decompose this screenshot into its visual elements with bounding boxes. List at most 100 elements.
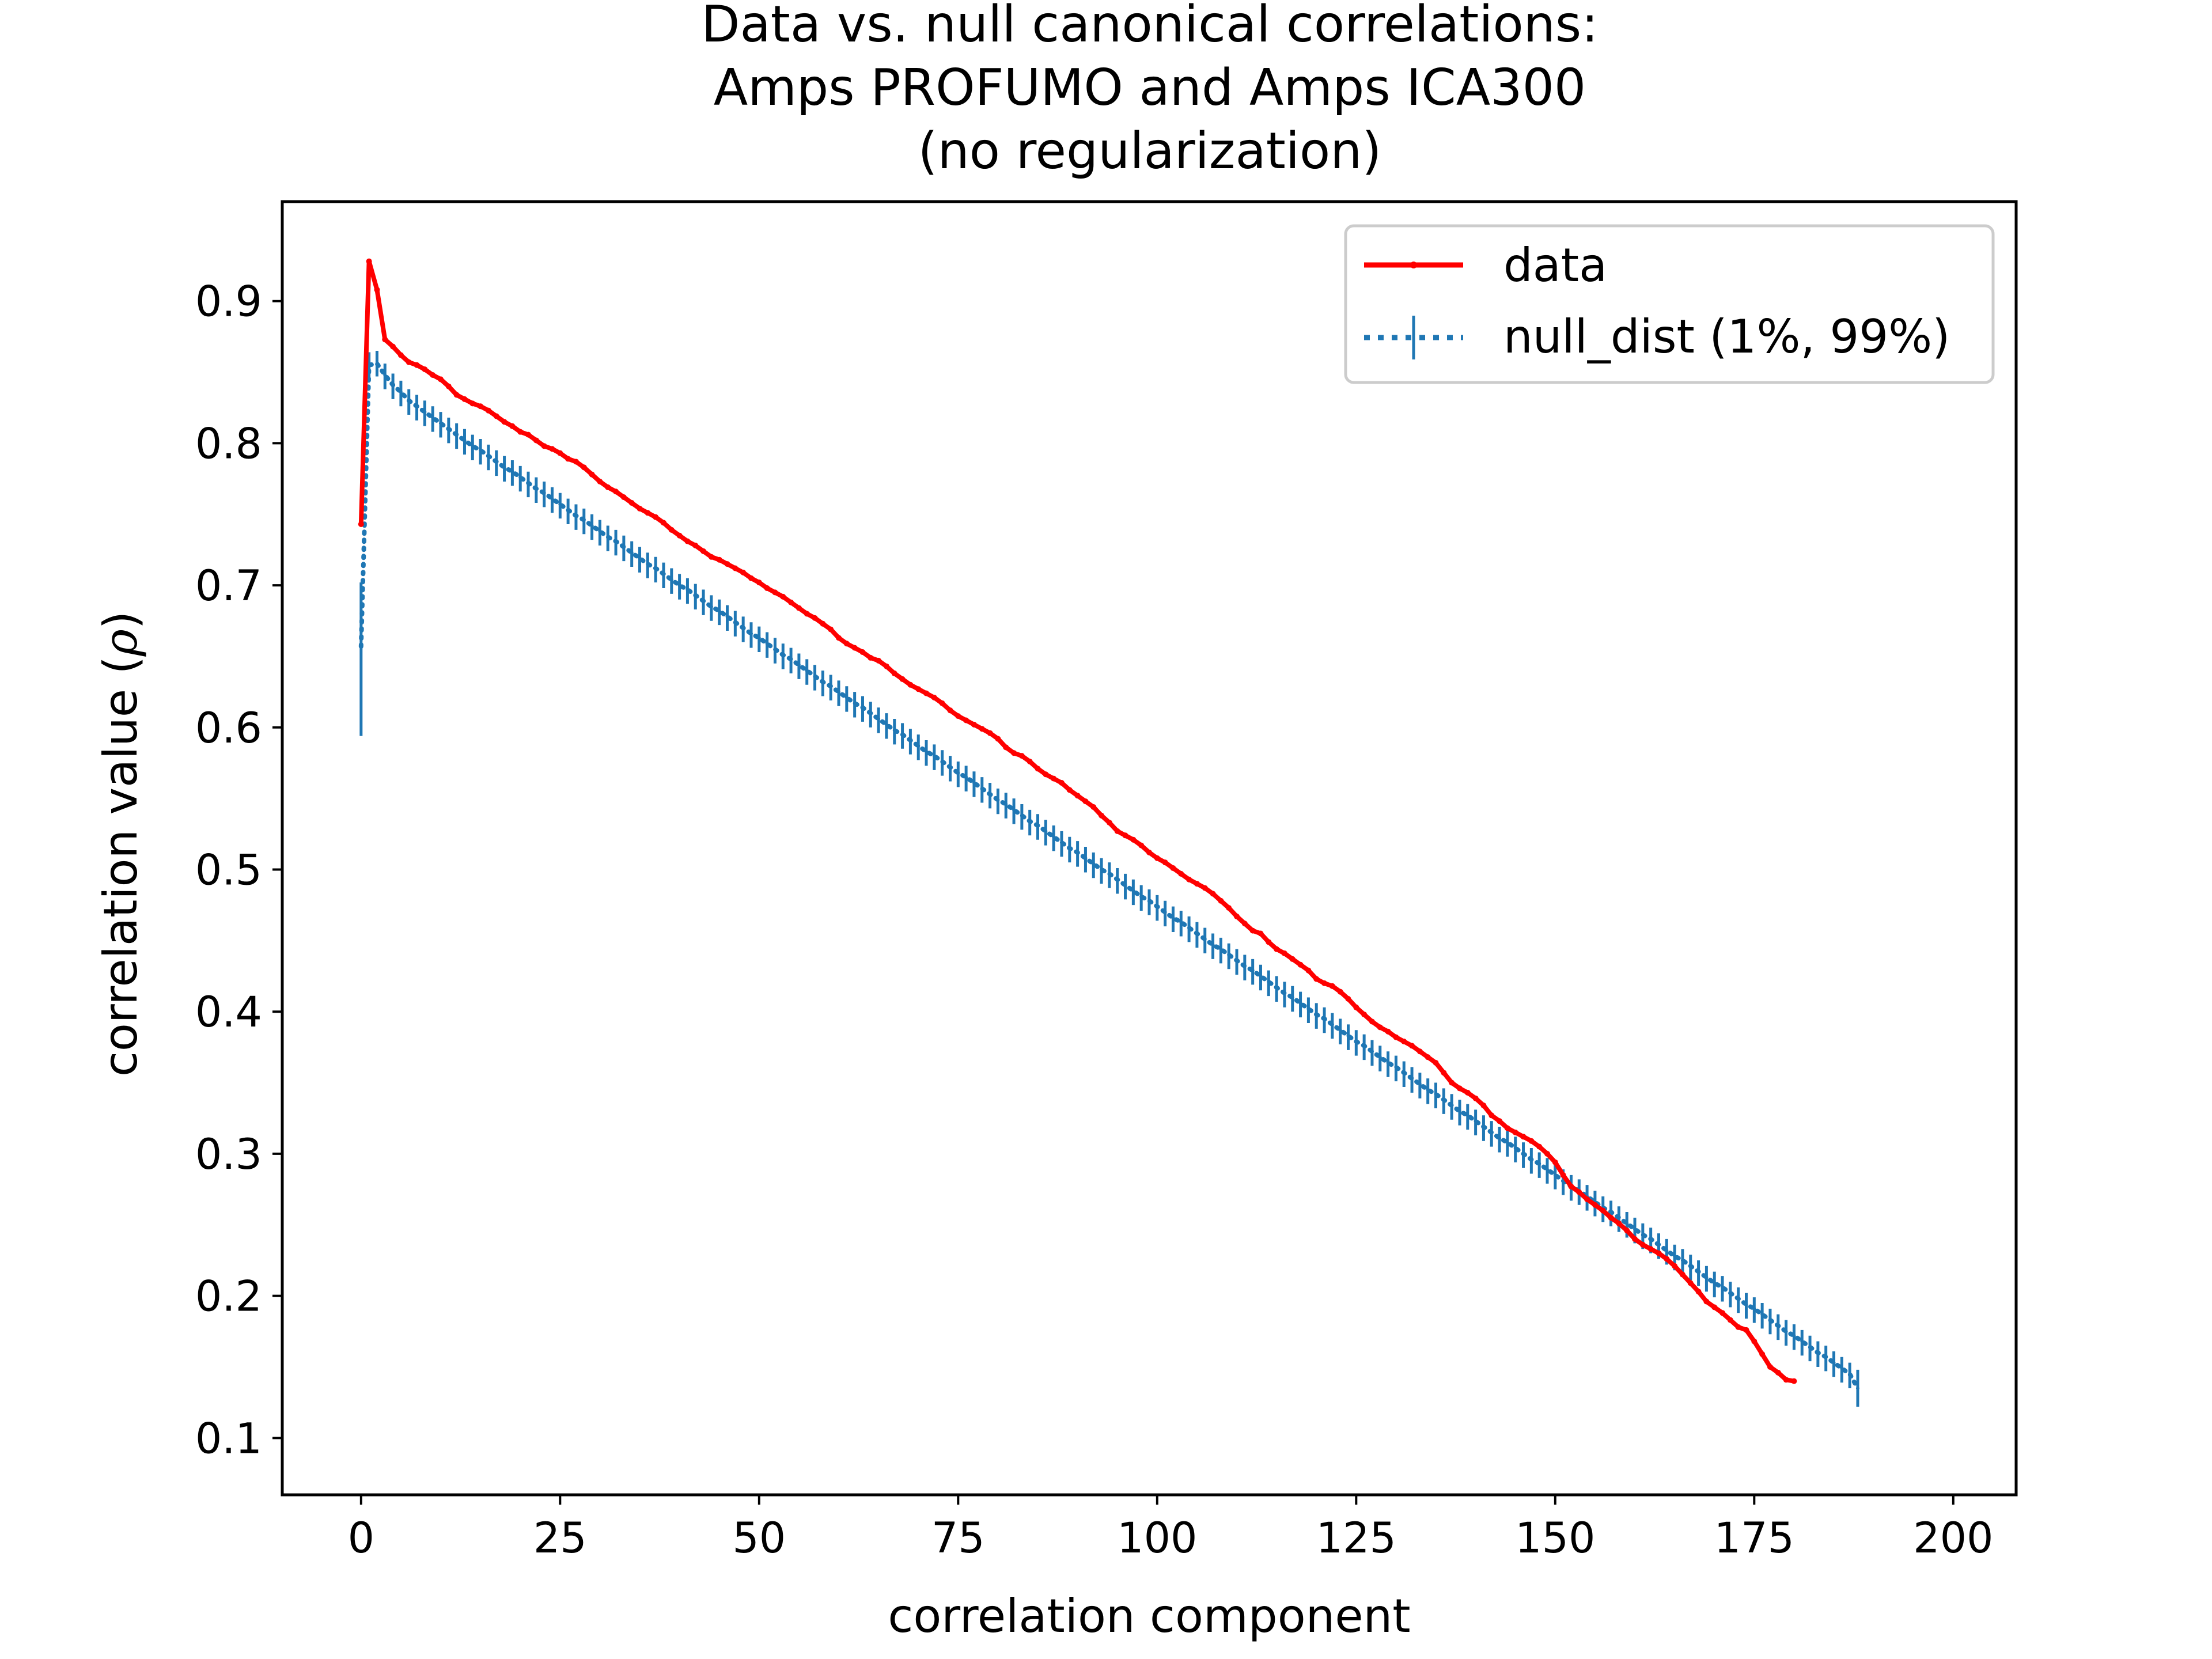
data-point	[1608, 1214, 1614, 1221]
null-dist-point	[702, 599, 706, 603]
null-dist-point	[940, 760, 944, 764]
null-dist-point	[1736, 1297, 1740, 1301]
data-point	[485, 407, 491, 414]
data-point	[1146, 849, 1152, 855]
null-dist-point	[1808, 1345, 1812, 1349]
data-point	[1416, 1048, 1423, 1055]
data-point	[1504, 1125, 1510, 1131]
null-dist-point	[1323, 1017, 1327, 1021]
null-dist-point	[598, 529, 602, 533]
null-dist-point	[1290, 995, 1294, 999]
data-point	[628, 500, 635, 506]
null-dist-point	[1107, 872, 1111, 876]
null-dist-point	[1163, 910, 1167, 914]
data-point	[438, 376, 444, 382]
data-point	[756, 579, 762, 586]
null-dist-point	[1513, 1146, 1517, 1150]
data-point	[605, 484, 611, 490]
null-dist-point	[1713, 1281, 1717, 1285]
data-point	[692, 543, 699, 549]
null-dist-point	[1362, 1044, 1366, 1048]
y-tick-label: 0.5	[195, 846, 262, 895]
data-point	[883, 663, 889, 669]
null-dist-point	[423, 410, 427, 414]
data-point	[764, 585, 770, 592]
data-series	[358, 258, 1797, 1384]
data-point	[708, 554, 714, 560]
null-dist-point	[892, 728, 896, 732]
data-point	[1536, 1143, 1543, 1150]
data-point	[788, 599, 794, 605]
data-point	[1035, 766, 1041, 772]
null-dist-point	[1139, 895, 1143, 899]
data-point	[597, 479, 603, 485]
data-point	[1441, 1070, 1447, 1076]
null-dist-point	[518, 475, 522, 479]
data-point	[509, 423, 516, 429]
y-axis: 0.1 0.2 0.3 0.4 0.5 0.6 0.7 0.8 0.9	[195, 278, 282, 1463]
null-dist-point	[654, 566, 658, 570]
null-dist-point	[1768, 1318, 1772, 1322]
null-dist-point	[1490, 1130, 1494, 1134]
null-dist-point	[1028, 819, 1032, 823]
null-dist-point	[550, 497, 554, 501]
data-point	[1727, 1317, 1733, 1323]
y-axis-label: correlation value (ρ)	[94, 611, 147, 1077]
null-dist-point	[1505, 1141, 1509, 1145]
null-dist-point	[988, 792, 992, 796]
data-point	[1616, 1220, 1622, 1226]
null-dist-point	[844, 695, 849, 699]
null-dist-point	[1498, 1136, 1502, 1140]
null-dist-point	[781, 653, 785, 657]
data-point	[1003, 744, 1009, 751]
null-dist-point	[1243, 964, 1247, 968]
null-dist-point	[677, 584, 681, 588]
data-point	[1289, 956, 1296, 962]
data-point	[1743, 1327, 1749, 1333]
null-dist-point	[1315, 1013, 1319, 1017]
null-dist-point	[1259, 974, 1263, 978]
data-point	[1624, 1228, 1630, 1234]
axes-frame	[281, 200, 2018, 1497]
data-point	[1512, 1129, 1518, 1135]
data-point	[1257, 930, 1264, 937]
null-dist-point	[399, 390, 403, 394]
data-point	[668, 527, 675, 533]
data-point	[517, 429, 524, 435]
null-dist-point	[1784, 1330, 1788, 1334]
null-dist-point	[1482, 1125, 1486, 1129]
null-dist-point	[1855, 1386, 1859, 1390]
null-dist-point	[1036, 824, 1040, 828]
null-dist-point	[454, 433, 459, 437]
data-point	[1393, 1034, 1399, 1040]
data-point	[1018, 753, 1025, 759]
data-point	[406, 359, 412, 365]
y-axis-label-prefix: correlation value (	[94, 656, 147, 1077]
data-point	[1170, 865, 1176, 872]
null-dist-point	[1816, 1351, 1820, 1355]
null-dist-point	[694, 593, 698, 597]
null-dist-point	[431, 415, 435, 419]
data-point	[1058, 780, 1065, 786]
null-dist-point	[916, 744, 921, 748]
chart-title-line-1: Data vs. null canonical correlations:	[701, 0, 1598, 54]
data-point	[1687, 1280, 1694, 1286]
data-point	[469, 400, 476, 407]
null-dist-point	[646, 562, 650, 566]
data-point	[1576, 1189, 1582, 1195]
null-dist-point	[415, 404, 419, 408]
data-point	[1210, 891, 1216, 897]
null-dist-point	[1721, 1285, 1725, 1289]
null-dist-point	[590, 524, 594, 528]
null-dist-point	[1052, 835, 1056, 839]
data-point	[501, 419, 507, 425]
data-point	[1735, 1324, 1741, 1330]
null-dist-point	[1020, 813, 1024, 817]
null-dist-point	[1219, 947, 1223, 951]
null-dist-point	[375, 362, 379, 366]
data-point	[565, 456, 571, 462]
data-point	[653, 514, 659, 520]
data-point	[1377, 1024, 1383, 1031]
data-point	[804, 611, 810, 617]
data-point	[947, 707, 953, 714]
